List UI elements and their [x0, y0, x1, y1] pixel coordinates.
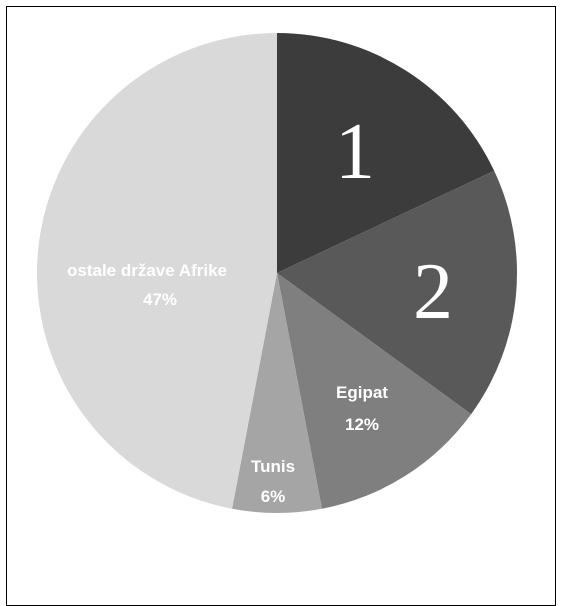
pie-slice-4 [232, 273, 322, 514]
pie-slice-1 [277, 33, 495, 273]
slice-label-tunis: Tunis [251, 457, 295, 476]
slice-value-egipat: 12% [345, 415, 379, 434]
slice-value-tunis: 6% [261, 487, 286, 506]
slice-label-egipat: Egipat [336, 383, 388, 402]
pie-slice-2 [277, 170, 518, 415]
slice-label-1: 1 [335, 108, 375, 196]
slice-label-other: ostale države Afrike [67, 261, 227, 280]
pie-slices [36, 33, 518, 514]
pie-chart: 1 2 Egipat 12% Tunis 6% ostale države Af… [36, 33, 518, 514]
pie-slice-5 [36, 33, 277, 509]
pie-slice-3 [277, 273, 472, 509]
slice-label-2: 2 [413, 248, 453, 336]
slice-value-other: 47% [143, 290, 177, 309]
